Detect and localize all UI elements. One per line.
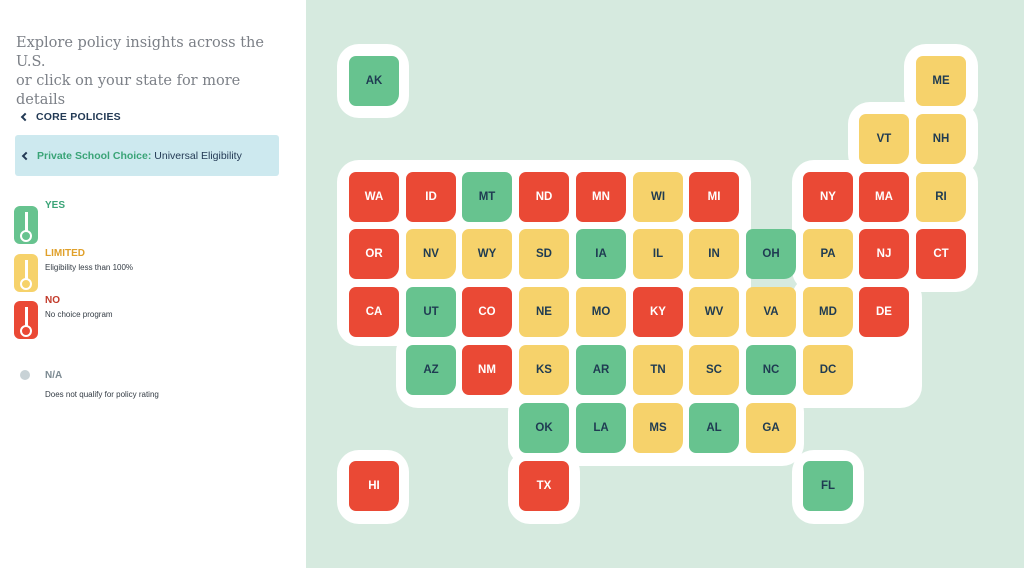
- state-tile-wy[interactable]: WY: [462, 229, 512, 279]
- state-tile-fl[interactable]: FL: [803, 461, 853, 511]
- state-tile-la[interactable]: LA: [576, 403, 626, 453]
- state-tile-pa[interactable]: PA: [803, 229, 853, 279]
- state-tile-md[interactable]: MD: [803, 287, 853, 337]
- state-tile-nh[interactable]: NH: [916, 114, 966, 164]
- state-tile-nc[interactable]: NC: [746, 345, 796, 395]
- pin-icon: [14, 206, 38, 244]
- selected-policy-button[interactable]: Private School Choice: Universal Eligibi…: [15, 135, 279, 176]
- legend-desc: Does not qualify for policy rating: [45, 390, 159, 399]
- state-tile-ny[interactable]: NY: [803, 172, 853, 222]
- state-tile-nm[interactable]: NM: [462, 345, 512, 395]
- state-tile-ne[interactable]: NE: [519, 287, 569, 337]
- state-tile-az[interactable]: AZ: [406, 345, 456, 395]
- state-tile-ma[interactable]: MA: [859, 172, 909, 222]
- state-tile-il[interactable]: IL: [633, 229, 683, 279]
- policy-name: Universal Eligibility: [154, 149, 242, 162]
- state-tile-va[interactable]: VA: [746, 287, 796, 337]
- state-tile-ok[interactable]: OK: [519, 403, 569, 453]
- state-tile-sc[interactable]: SC: [689, 345, 739, 395]
- state-tile-wi[interactable]: WI: [633, 172, 683, 222]
- pin-icon: [14, 301, 38, 339]
- policy-category: Private School Choice:: [37, 149, 152, 162]
- state-tile-ut[interactable]: UT: [406, 287, 456, 337]
- state-tile-mi[interactable]: MI: [689, 172, 739, 222]
- intro-text: Explore policy insights across the U.S. …: [16, 34, 286, 110]
- intro-line-2: or click on your state for more details: [16, 73, 241, 108]
- state-tile-me[interactable]: ME: [916, 56, 966, 106]
- core-policies-back-link[interactable]: CORE POLICIES: [20, 111, 121, 123]
- state-tile-wv[interactable]: WV: [689, 287, 739, 337]
- legend-label: NO: [45, 295, 60, 306]
- state-tile-nd[interactable]: ND: [519, 172, 569, 222]
- intro-line-1: Explore policy insights across the U.S.: [16, 35, 264, 70]
- breadcrumb-label: CORE POLICIES: [36, 111, 121, 123]
- legend-desc: No choice program: [45, 310, 113, 319]
- state-tile-in[interactable]: IN: [689, 229, 739, 279]
- state-tile-mn[interactable]: MN: [576, 172, 626, 222]
- pin-icon: [14, 254, 38, 292]
- state-tile-co[interactable]: CO: [462, 287, 512, 337]
- state-tile-ky[interactable]: KY: [633, 287, 683, 337]
- legend-desc: Eligibility less than 100%: [45, 263, 134, 272]
- legend-label: LIMITED: [45, 248, 85, 259]
- state-tile-id[interactable]: ID: [406, 172, 456, 222]
- state-tile-map: AK ME VT NH WA ID MT ND MN WI MI NY MA RI OR NV WY SD IA IL…: [306, 0, 1024, 568]
- state-tile-al[interactable]: AL: [689, 403, 739, 453]
- state-tile-hi[interactable]: HI: [349, 461, 399, 511]
- state-tile-wa[interactable]: WA: [349, 172, 399, 222]
- chevron-left-icon: [20, 112, 30, 122]
- state-tile-ak[interactable]: AK: [349, 56, 399, 106]
- state-tile-vt[interactable]: VT: [859, 114, 909, 164]
- state-tile-ri[interactable]: RI: [916, 172, 966, 222]
- state-tile-ms[interactable]: MS: [633, 403, 683, 453]
- state-tile-ia[interactable]: IA: [576, 229, 626, 279]
- state-tile-nv[interactable]: NV: [406, 229, 456, 279]
- state-tile-oh[interactable]: OH: [746, 229, 796, 279]
- state-tile-ks[interactable]: KS: [519, 345, 569, 395]
- state-tile-or[interactable]: OR: [349, 229, 399, 279]
- state-tile-ct[interactable]: CT: [916, 229, 966, 279]
- sidebar: Explore policy insights across the U.S. …: [0, 0, 306, 568]
- dot-icon: [20, 370, 30, 380]
- state-tile-de[interactable]: DE: [859, 287, 909, 337]
- state-tile-sd[interactable]: SD: [519, 229, 569, 279]
- state-tile-ca[interactable]: CA: [349, 287, 399, 337]
- state-tile-nj[interactable]: NJ: [859, 229, 909, 279]
- legend-label: N/A: [45, 370, 63, 381]
- state-tile-mo[interactable]: MO: [576, 287, 626, 337]
- state-tile-mt[interactable]: MT: [462, 172, 512, 222]
- state-tile-ar[interactable]: AR: [576, 345, 626, 395]
- legend-label: YES: [45, 200, 66, 211]
- state-tile-ga[interactable]: GA: [746, 403, 796, 453]
- chevron-left-icon: [21, 151, 31, 160]
- state-tile-tn[interactable]: TN: [633, 345, 683, 395]
- state-tile-dc[interactable]: DC: [803, 345, 853, 395]
- state-tile-tx[interactable]: TX: [519, 461, 569, 511]
